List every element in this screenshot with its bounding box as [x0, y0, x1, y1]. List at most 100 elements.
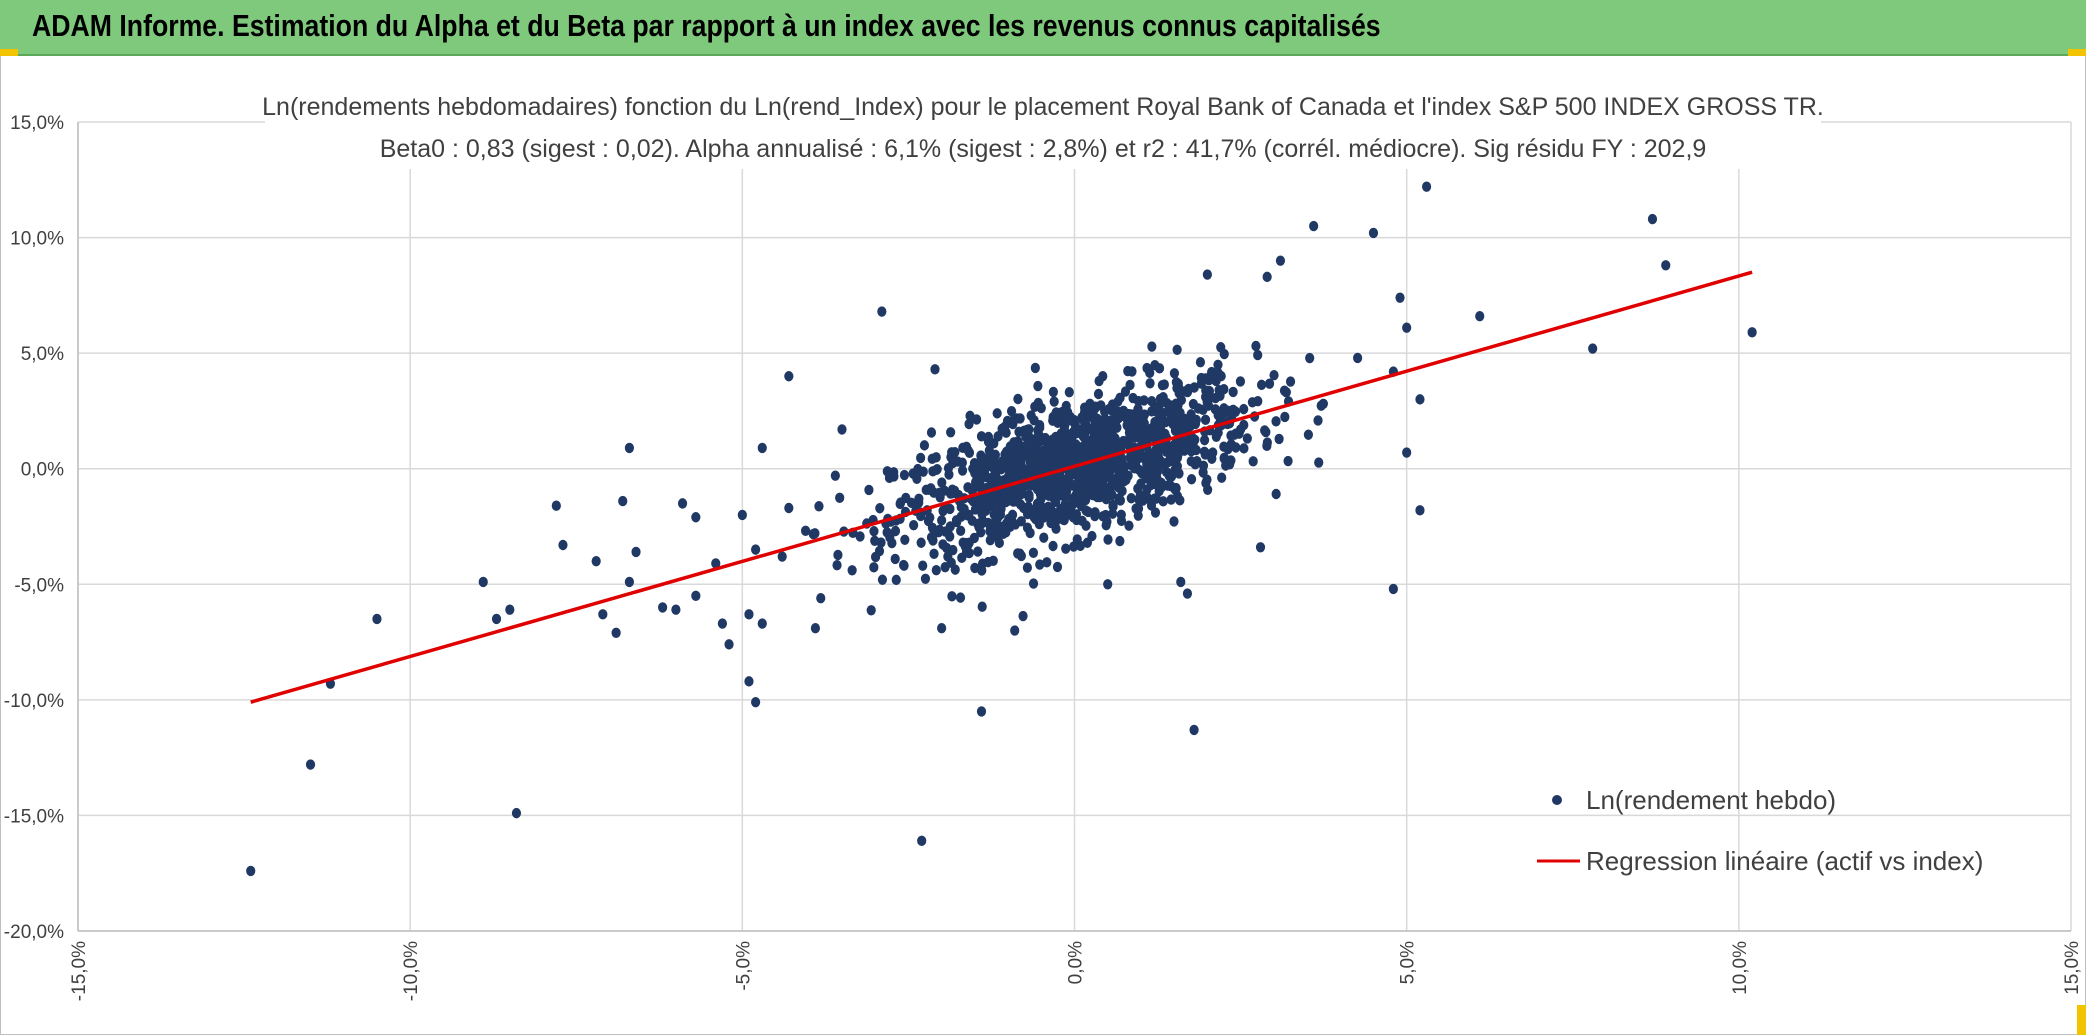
data-point-cluster: [1025, 433, 1035, 444]
legend-marker-scatter: [1552, 795, 1562, 805]
data-point: [1262, 271, 1272, 283]
data-point-cluster: [916, 537, 926, 548]
data-point: [1395, 292, 1405, 303]
data-point-cluster: [1200, 414, 1211, 426]
data-point-cluster: [1211, 375, 1221, 387]
data-point-cluster: [964, 537, 974, 548]
data-point-cluster: [1147, 396, 1157, 407]
data-point-cluster: [1001, 496, 1011, 508]
data-point-cluster: [994, 537, 1004, 549]
data-point-cluster: [1316, 400, 1326, 411]
data-point-cluster: [985, 490, 995, 501]
data-point-cluster: [977, 565, 987, 576]
data-point-cluster: [890, 553, 900, 565]
data-point-cluster: [1075, 452, 1086, 463]
data-point-cluster: [926, 427, 937, 438]
data-point: [618, 495, 628, 507]
data-point-cluster: [974, 521, 984, 533]
data-point-cluster: [1080, 488, 1090, 499]
data-point-cluster: [948, 544, 958, 556]
data-point: [1255, 542, 1266, 553]
data-point-cluster: [1253, 349, 1263, 361]
data-point-cluster: [952, 516, 962, 528]
data-point-cluster: [1106, 473, 1116, 484]
data-point-cluster: [1095, 462, 1106, 474]
data-point: [1202, 269, 1212, 280]
data-point-cluster: [1274, 433, 1284, 445]
data-point-cluster: [1061, 400, 1071, 412]
data-point-cluster: [866, 605, 876, 616]
data-point-cluster: [914, 493, 924, 505]
data-point-cluster: [1191, 414, 1201, 426]
data-point-cluster: [1089, 482, 1099, 493]
data-point-cluster: [1010, 464, 1020, 475]
data-point-cluster: [928, 466, 938, 477]
y-tick-label: -15,0%: [4, 806, 64, 827]
data-point-cluster: [976, 450, 986, 461]
data-point-cluster: [965, 410, 975, 422]
data-point-cluster: [1120, 386, 1131, 397]
data-point-cluster: [1069, 414, 1079, 426]
data-point: [711, 558, 721, 569]
data-point-cluster: [1064, 472, 1074, 483]
x-tick-label: 5,0%: [1398, 941, 1419, 984]
data-point-cluster: [1165, 453, 1176, 464]
data-point-cluster: [1104, 403, 1114, 415]
data-point-cluster: [891, 574, 901, 586]
data-point-cluster: [1152, 466, 1163, 478]
chart-title-line-1: Ln(rendements hebdomadaires) fonction du…: [262, 93, 1824, 121]
data-point: [1176, 576, 1186, 588]
data-point-cluster: [1213, 410, 1223, 421]
data-point-cluster: [1025, 456, 1036, 468]
data-point-cluster: [1172, 344, 1182, 355]
data-point-cluster: [1139, 432, 1149, 443]
data-point-cluster: [1199, 446, 1210, 457]
data-point-cluster: [1008, 418, 1018, 430]
data-point-cluster: [1097, 490, 1107, 502]
data-point-cluster: [1108, 437, 1118, 448]
data-point-cluster: [937, 515, 947, 526]
data-point: [691, 590, 701, 602]
report-banner: ADAM Informe. Estimation du Alpha et du …: [0, 0, 2086, 56]
data-point-cluster: [1125, 430, 1135, 442]
data-point-cluster: [1186, 474, 1197, 485]
data-point-cluster: [1156, 477, 1166, 488]
data-point-cluster: [1090, 401, 1101, 412]
data-point: [1421, 181, 1432, 192]
data-point-cluster: [919, 440, 930, 451]
data-point-cluster: [1133, 503, 1144, 514]
x-tick-label: 10,0%: [1730, 941, 1751, 995]
data-point-cluster: [1204, 374, 1214, 386]
data-point: [1661, 260, 1671, 271]
data-point-cluster: [947, 484, 957, 495]
y-tick-label: -5,0%: [14, 575, 64, 596]
data-point-cluster: [992, 408, 1002, 419]
data-point-cluster: [1116, 458, 1127, 469]
data-point-cluster: [875, 503, 885, 514]
data-point: [246, 865, 256, 877]
data-point-cluster: [870, 551, 881, 563]
data-point-cluster: [993, 431, 1003, 442]
data-point-cluster: [1127, 366, 1137, 377]
scatter-series: [246, 181, 1757, 877]
data-point: [830, 470, 840, 481]
data-point: [937, 623, 947, 634]
data-point-cluster: [947, 591, 957, 602]
data-point-cluster: [1089, 430, 1100, 441]
data-point-cluster: [927, 453, 937, 465]
data-point-cluster: [800, 525, 811, 537]
y-axis-tick-labels: 15,0% 10,0% 5,0% 0,0% -5,0% -10,0% -15,0% -20,0…: [4, 113, 64, 943]
data-point-cluster: [1140, 453, 1150, 465]
data-point-cluster: [1033, 380, 1043, 392]
data-point-cluster: [946, 451, 956, 463]
data-point-cluster: [1052, 444, 1062, 456]
data-point-cluster: [957, 552, 967, 564]
data-point-cluster: [1201, 385, 1211, 396]
data-point-cluster: [1112, 422, 1122, 433]
data-point-cluster: [916, 452, 926, 464]
data-point-cluster: [931, 565, 941, 576]
data-point-cluster: [1010, 519, 1020, 530]
data-point-cluster: [1058, 485, 1068, 497]
data-point-cluster: [869, 526, 879, 537]
data-point-cluster: [1033, 508, 1043, 520]
